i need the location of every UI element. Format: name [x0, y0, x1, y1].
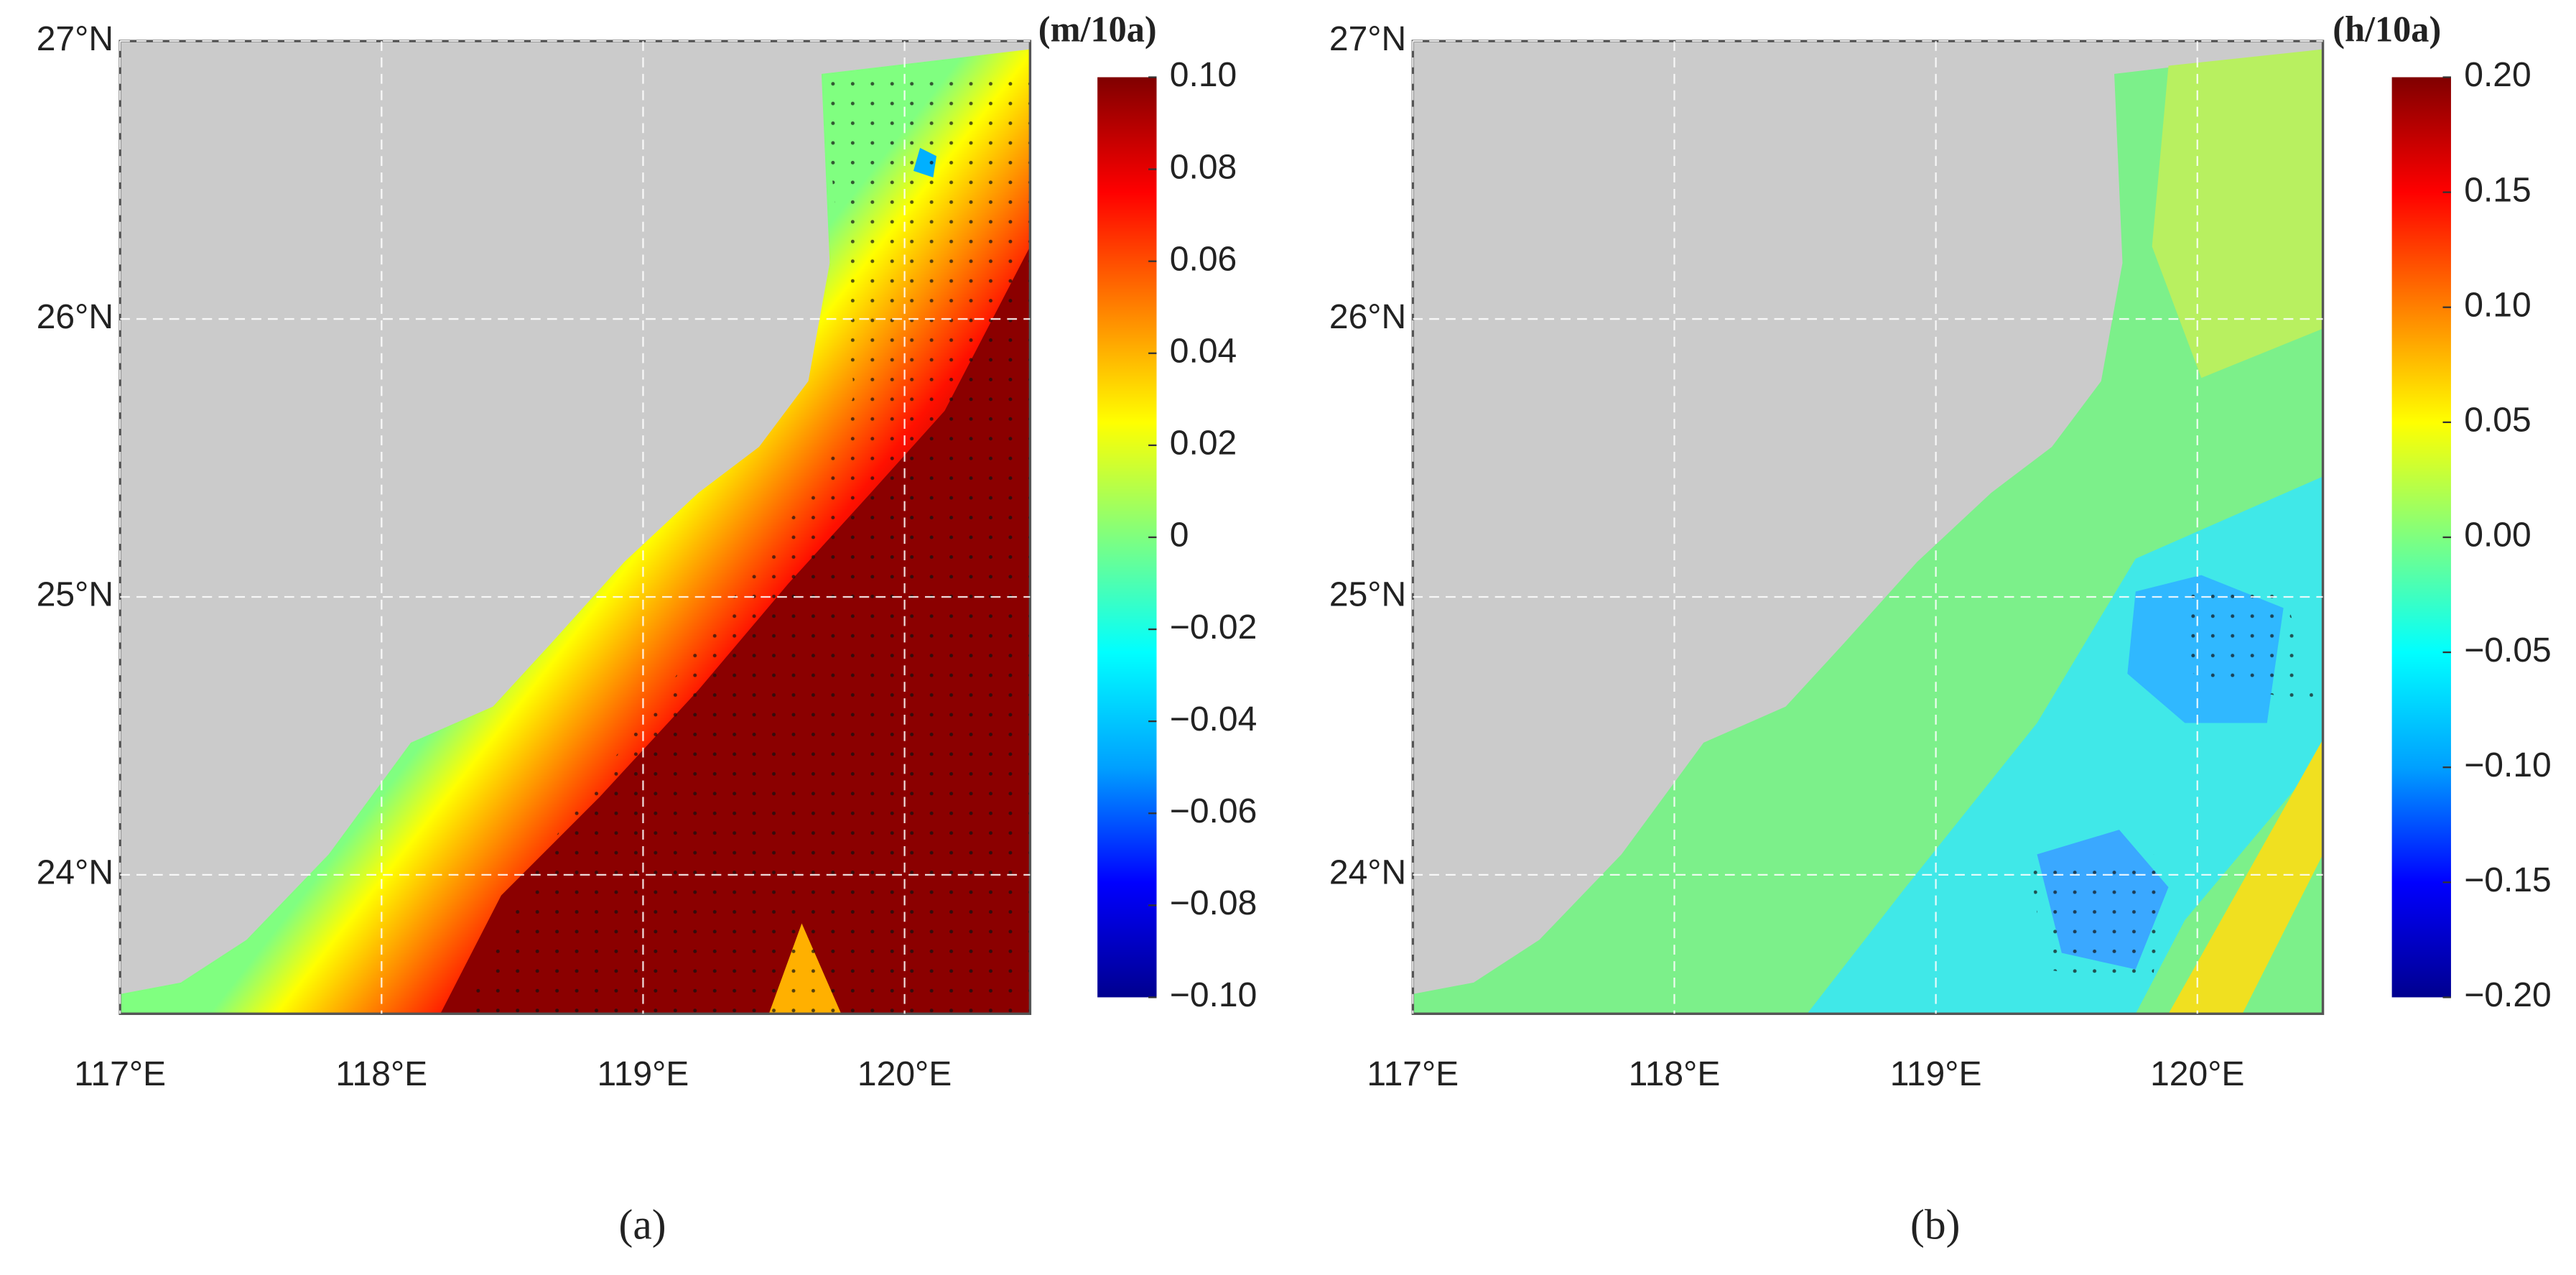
colorbar-tick-label: 0: [1170, 516, 1189, 555]
colorbar-tick-label: 0.06: [1170, 240, 1237, 278]
colorbar-tick-label: −0.04: [1170, 700, 1257, 738]
y-tick-label: 27°N: [37, 20, 113, 58]
x-tick-label: 120°E: [857, 1055, 952, 1093]
map-panel: (h/10a) (b) 117°E 118°E 119°E 120°E 24°N 25°N…: [1329, 9, 2552, 1248]
x-tick-label: 119°E: [1890, 1055, 1982, 1093]
colorbar-tick-label: −0.10: [2464, 746, 2552, 784]
colorbar-tick-label: 0.15: [2464, 171, 2531, 209]
colorbar: [2391, 77, 2451, 998]
colorbar-tick-label: 0.05: [2464, 402, 2531, 440]
colorbar-tick-label: 0.04: [1170, 332, 1237, 370]
y-tick-label: 25°N: [37, 576, 113, 614]
significance-stipple: [460, 65, 1031, 1014]
map-panel: (m/10a) (a) 117°E 118°E 119°E 120°E 24°N 25°N…: [37, 9, 1257, 1248]
panel-label: (b): [1910, 1201, 1960, 1248]
colorbar-tick-label: −0.08: [1170, 884, 1257, 922]
y-tick-label: 26°N: [1329, 298, 1406, 336]
colorbar-tick-label: 0.20: [2464, 56, 2531, 94]
sea-north: [2152, 49, 2323, 379]
colorbar-tick-label: 0.10: [2464, 286, 2531, 324]
colorbar-tick-label: −0.05: [2464, 631, 2552, 669]
colorbar-tick-label: −0.06: [1170, 792, 1257, 830]
colorbar-tick-label: 0.10: [1170, 56, 1237, 94]
y-tick-label: 24°N: [37, 854, 113, 892]
x-tick-label: 117°E: [1367, 1055, 1459, 1093]
x-tick-label: 118°E: [1629, 1055, 1721, 1093]
colorbar-unit: (h/10a): [2333, 9, 2441, 49]
map-field: [120, 41, 1031, 1014]
colorbar-unit: (m/10a): [1038, 9, 1157, 49]
x-tick-label: 120°E: [2150, 1055, 2244, 1093]
x-tick-label: 118°E: [335, 1055, 427, 1093]
colorbar: [1097, 77, 1157, 998]
significance-stipple: [2176, 588, 2317, 707]
x-tick-label: 117°E: [74, 1055, 166, 1093]
x-tick-label: 119°E: [597, 1055, 689, 1093]
colorbar-tick-label: 0.02: [1170, 425, 1237, 463]
y-tick-label: 26°N: [37, 298, 113, 336]
y-tick-label: 24°N: [1329, 854, 1406, 892]
significance-stipple: [2029, 854, 2169, 986]
colorbar-tick-label: −0.10: [1170, 976, 1257, 1014]
map-field: [1413, 41, 2323, 1014]
colorbar-tick-label: 0.00: [2464, 516, 2531, 555]
y-tick-label: 27°N: [1329, 20, 1406, 58]
colorbar-tick-label: −0.20: [2464, 976, 2552, 1014]
colorbar-tick-label: 0.08: [1170, 148, 1237, 186]
colorbar-tick-label: −0.02: [1170, 608, 1257, 646]
colorbar-tick-label: −0.15: [2464, 861, 2552, 899]
y-tick-label: 25°N: [1329, 576, 1406, 614]
panel-label: (a): [619, 1201, 666, 1248]
